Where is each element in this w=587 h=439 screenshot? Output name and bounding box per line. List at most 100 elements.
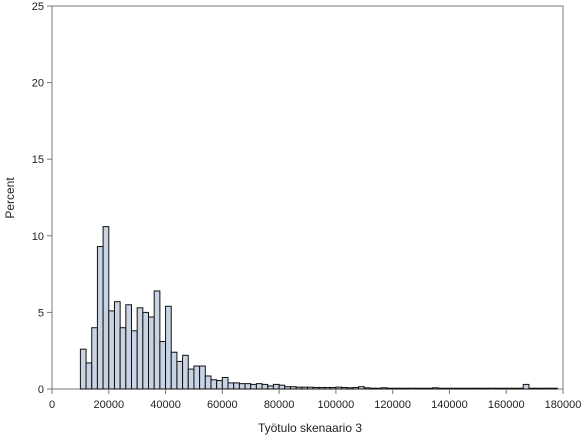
histogram-bar	[488, 387, 496, 390]
histogram-bar	[392, 387, 399, 390]
histogram-bar	[130, 330, 138, 390]
histogram-bar	[420, 387, 428, 390]
histogram-bar	[221, 377, 229, 390]
histogram-bar	[272, 383, 280, 390]
histogram-bar	[96, 246, 104, 390]
histogram-bar	[113, 301, 121, 390]
x-tick-label: 0	[49, 399, 55, 411]
histogram-bar	[448, 387, 456, 390]
histogram-bar	[454, 387, 462, 390]
y-tick-label: 25	[32, 1, 44, 13]
histogram-bar	[341, 386, 348, 390]
histogram-bar	[539, 387, 547, 390]
histogram-bar	[102, 226, 110, 390]
histogram-bar	[403, 387, 411, 390]
histogram-bar	[505, 387, 513, 390]
histogram-bar	[551, 387, 558, 390]
histogram-bar	[165, 305, 172, 390]
histogram-bar	[324, 386, 331, 390]
x-tick-label: 180000	[545, 399, 582, 411]
x-tick-label: 20000	[93, 399, 124, 411]
histogram-bar	[352, 386, 360, 390]
histogram-bar	[522, 383, 530, 390]
histogram-bar	[91, 327, 98, 390]
histogram-bar	[193, 365, 201, 390]
x-tick-label: 100000	[318, 399, 355, 411]
histogram-bar	[477, 387, 485, 390]
y-tick-label: 20	[32, 78, 44, 90]
histogram-bar	[136, 307, 144, 390]
histogram-bar	[119, 327, 127, 390]
histogram-bar	[244, 383, 252, 390]
histogram-bar	[426, 387, 433, 390]
histogram-bar	[528, 387, 536, 390]
histogram-bar	[358, 386, 365, 390]
histogram-bar	[289, 386, 297, 390]
y-axis: Percent 0 5 10 15 20 25	[3, 1, 52, 396]
histogram-bar	[125, 304, 132, 390]
y-axis-title: Percent	[3, 177, 17, 219]
histogram-bar	[159, 341, 167, 390]
histogram-bar	[517, 387, 524, 390]
histogram-bar	[238, 383, 246, 390]
histogram-bar	[227, 382, 235, 390]
y-ticks: 0 5 10 15 20 25	[32, 1, 52, 396]
histogram-bar	[284, 386, 291, 390]
x-axis: 0 20000 40000 60000 80000 100000 120000 140000 1…	[49, 389, 581, 435]
histogram-bar	[255, 383, 263, 390]
histogram-bar	[483, 387, 490, 390]
histogram-bar	[431, 387, 439, 390]
histogram-bar	[312, 386, 320, 390]
x-tick-label: 140000	[431, 399, 468, 411]
histogram-bar	[500, 387, 507, 390]
histogram-bar	[142, 311, 150, 390]
histogram-bar	[295, 386, 303, 390]
histogram-bar	[182, 354, 189, 390]
histogram-bar	[443, 387, 450, 390]
histogram-bar	[307, 386, 314, 390]
y-tick-label: 10	[32, 231, 44, 243]
histogram-bar	[187, 368, 195, 390]
histogram-bar	[409, 387, 416, 390]
y-tick-label: 0	[38, 384, 44, 396]
plot-area	[51, 5, 564, 390]
histogram-bar	[153, 290, 161, 390]
y-tick-label: 15	[32, 154, 44, 166]
x-ticks: 0 20000 40000 60000 80000 100000 120000 140000 1…	[49, 389, 581, 411]
histogram-bar	[397, 387, 405, 390]
histogram-bar	[380, 387, 388, 390]
histogram-bar	[318, 386, 326, 390]
histogram-bar	[233, 382, 240, 390]
histogram-bar	[465, 387, 473, 390]
x-tick-label: 80000	[264, 399, 295, 411]
x-axis-title: Työtulo skenaario 3	[258, 421, 362, 435]
histogram-bar	[210, 379, 218, 390]
histogram-bar	[386, 387, 394, 390]
histogram-bar	[335, 386, 343, 390]
histogram-bar	[369, 387, 377, 390]
x-tick-label: 60000	[207, 399, 238, 411]
x-tick-label: 160000	[488, 399, 525, 411]
histogram-bar	[471, 387, 479, 390]
histogram-bar	[170, 351, 178, 390]
histogram-bar	[329, 386, 337, 390]
histogram-bar	[267, 385, 274, 390]
histogram-bar	[437, 387, 445, 390]
histogram-bar	[301, 386, 309, 390]
histogram-bar	[176, 360, 184, 390]
histogram-bar	[250, 383, 257, 390]
x-tick-label: 120000	[374, 399, 411, 411]
histogram-bar	[79, 348, 87, 390]
histogram-bar	[108, 310, 115, 390]
histogram-bar	[199, 365, 206, 390]
histogram-bar	[414, 387, 422, 390]
histogram-bar	[204, 375, 212, 390]
histogram-bar	[511, 387, 519, 390]
histogram-bar	[85, 362, 93, 390]
histogram-bar	[346, 387, 354, 390]
x-tick-label: 40000	[150, 399, 181, 411]
bars	[79, 226, 558, 390]
histogram-bar	[534, 387, 541, 390]
y-tick-label: 5	[38, 307, 44, 319]
